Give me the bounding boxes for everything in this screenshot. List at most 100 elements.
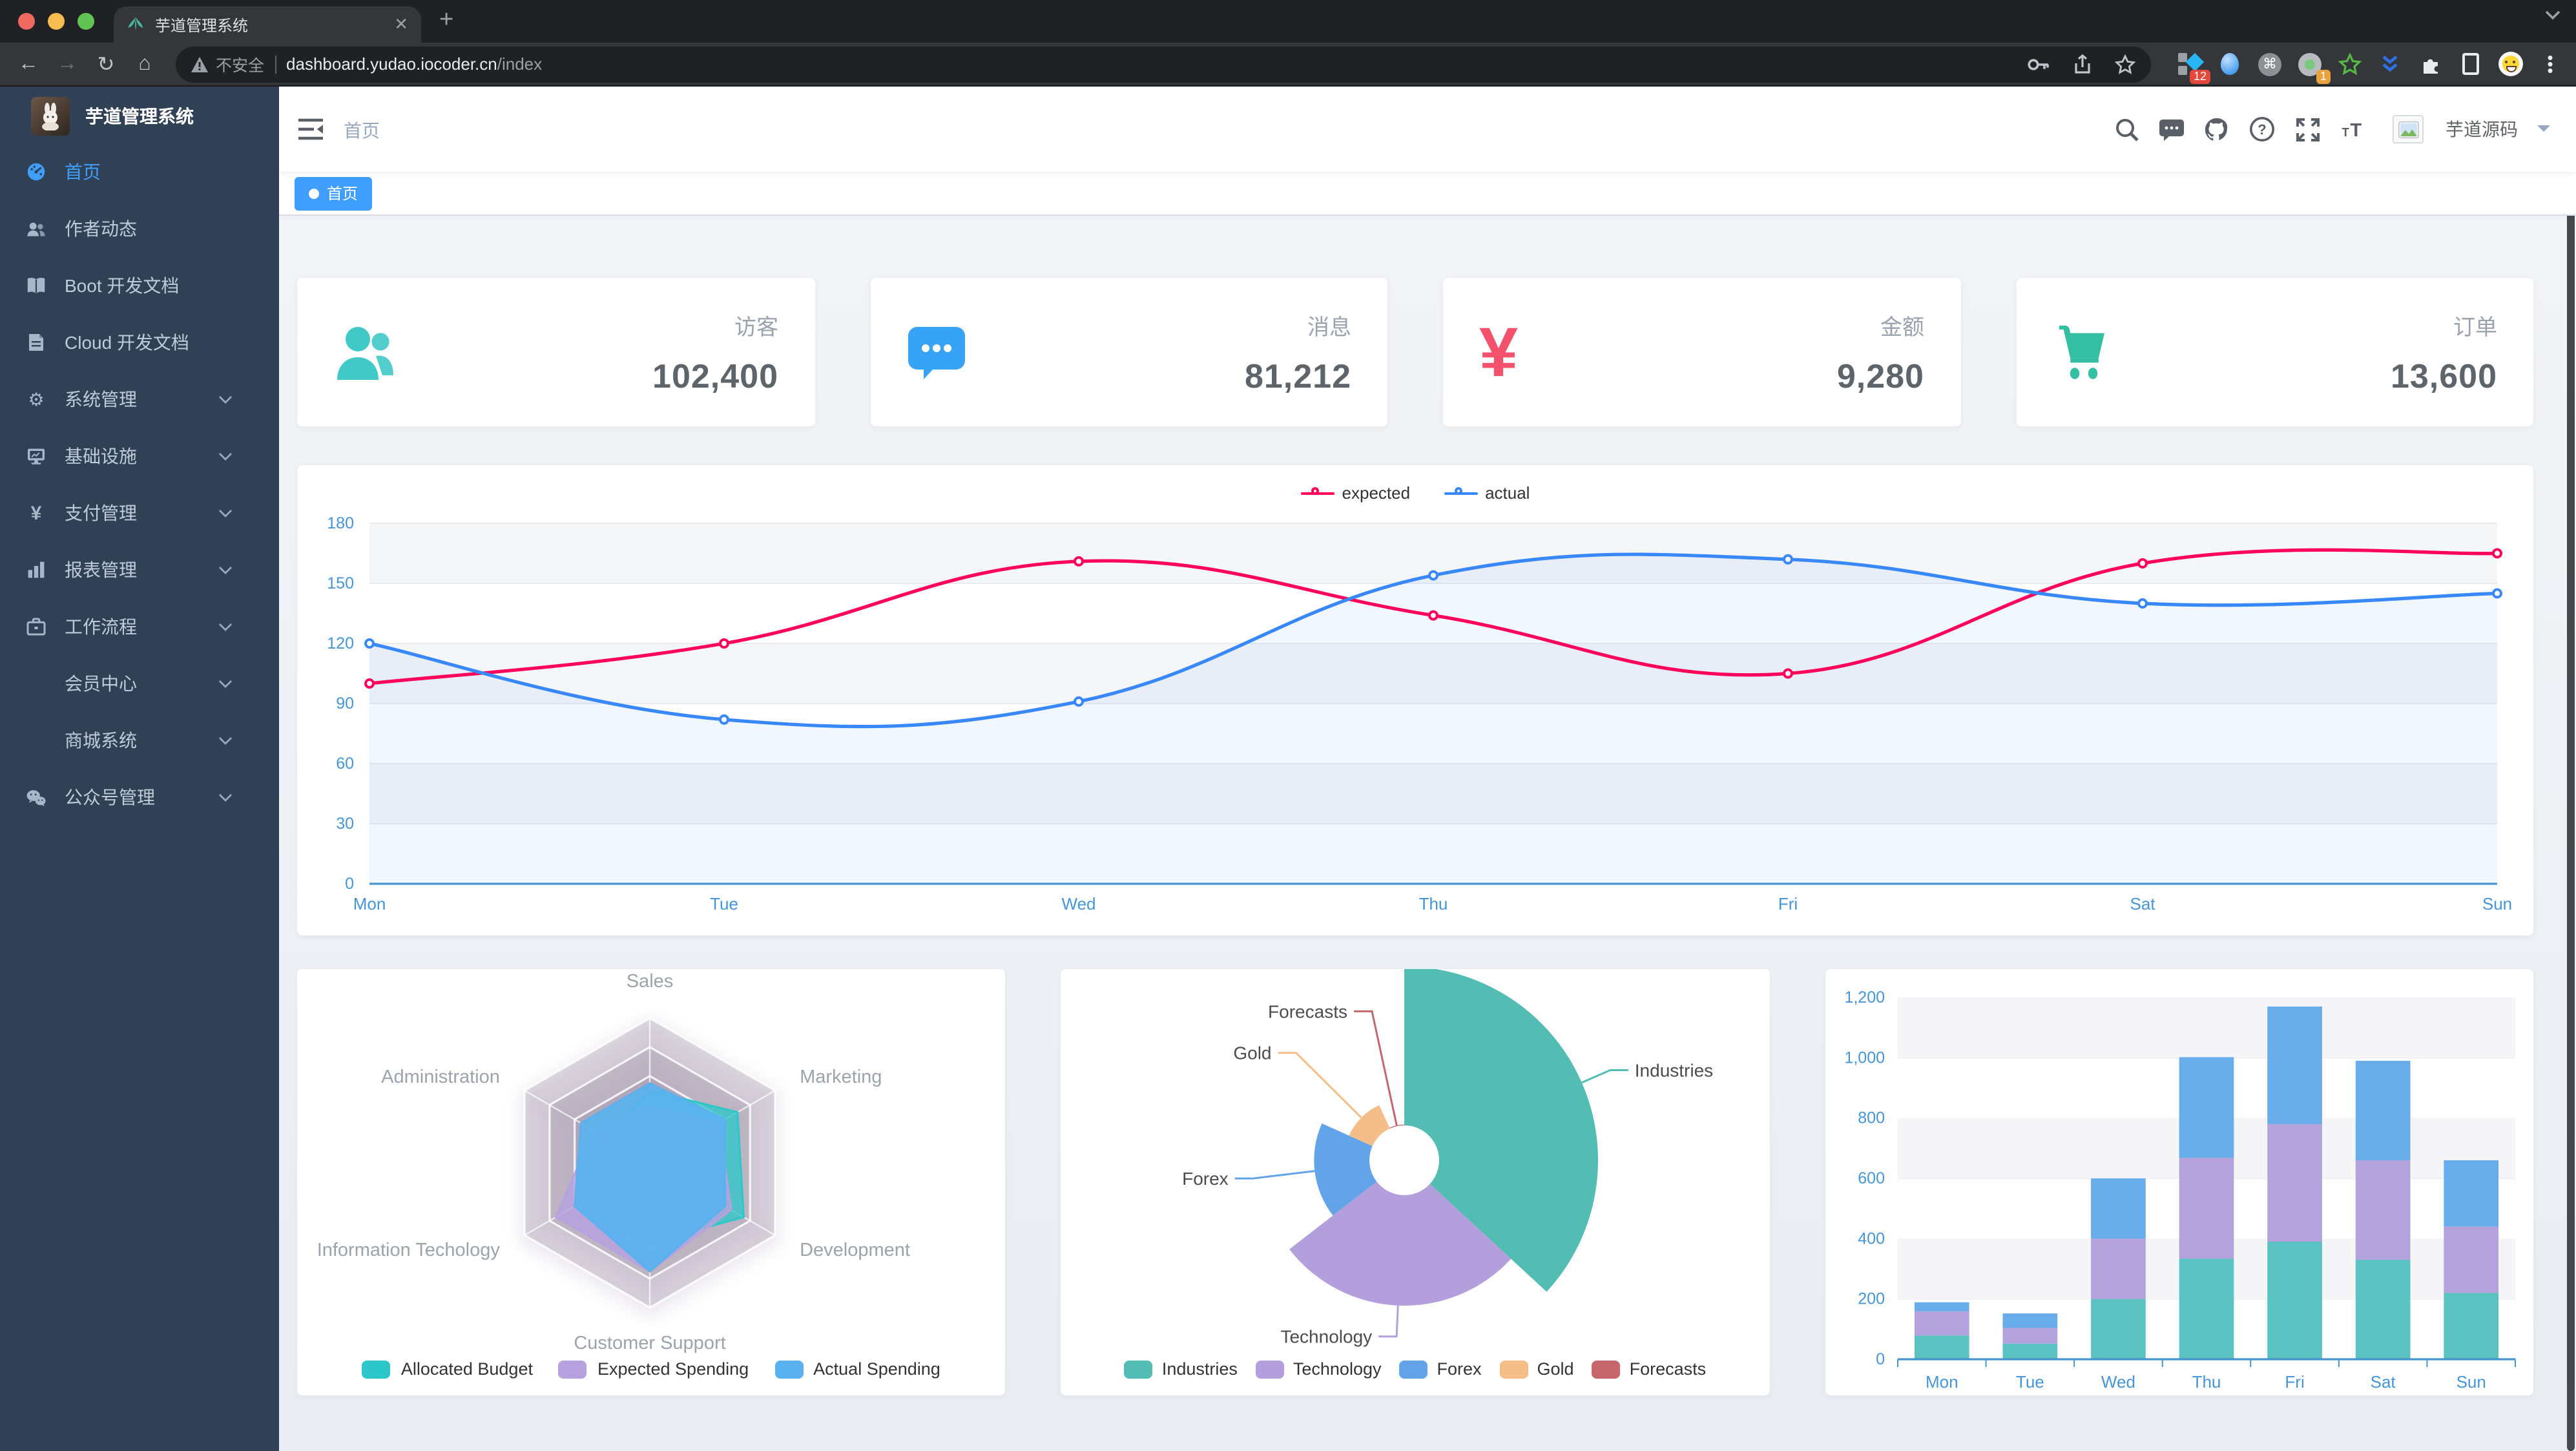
bar-chart-icon: [26, 559, 47, 580]
sidebar-item-boot-docs[interactable]: Boot 开发文档: [0, 257, 279, 314]
username[interactable]: 芋道源码: [2446, 119, 2518, 140]
browser-menu-kebab-icon[interactable]: • • •: [2547, 48, 2553, 80]
tag-home[interactable]: 首页: [295, 176, 373, 210]
ext-command-icon[interactable]: ⌘: [2257, 51, 2283, 77]
extensions-row: 12 ⌘ 1 • • •: [2177, 48, 2563, 83]
tab-search-chevron-icon[interactable]: [2545, 10, 2560, 21]
legend-item[interactable]: actual: [1444, 483, 1530, 503]
no-icon: [26, 673, 47, 694]
github-icon[interactable]: [2204, 116, 2230, 142]
sidebar-item-author-news[interactable]: 作者动态: [0, 200, 279, 257]
help-icon[interactable]: ?: [2249, 116, 2275, 142]
ext-puzzle-icon[interactable]: [2417, 51, 2443, 77]
bookmark-star-icon[interactable]: [2115, 54, 2135, 74]
share-icon[interactable]: [2073, 54, 2092, 74]
legend-item[interactable]: Industries: [1124, 1359, 1238, 1379]
legend-item[interactable]: Technology: [1255, 1359, 1382, 1379]
stat-card-visitors[interactable]: 访客 102,400: [297, 278, 815, 426]
svg-text:Technology: Technology: [1281, 1327, 1373, 1347]
sidebar-item-member-center[interactable]: 会员中心: [0, 655, 279, 712]
reload-button[interactable]: ↻: [97, 54, 115, 76]
profile-avatar[interactable]: [2497, 51, 2523, 77]
legend-item[interactable]: expected: [1300, 483, 1410, 503]
fullscreen-icon[interactable]: [2294, 116, 2320, 142]
sidebar-toggle-icon[interactable]: [297, 116, 324, 142]
ext-tag-manager-icon[interactable]: 12: [2177, 51, 2210, 83]
new-tab-button[interactable]: +: [439, 6, 454, 34]
sidebar-item-workflow[interactable]: 工作流程: [0, 598, 279, 655]
breadcrumb[interactable]: 首页: [344, 120, 380, 141]
dashboard-icon: [26, 162, 47, 182]
search-icon[interactable]: [2114, 116, 2139, 142]
chevron-down-icon: [218, 509, 233, 518]
money-yen-icon: ¥: [1479, 313, 1519, 391]
sidebar-item-label: 支付管理: [65, 503, 137, 523]
ext-recorder-icon[interactable]: 1: [2297, 51, 2331, 83]
stat-card-amount[interactable]: ¥ 金额 9,280: [1443, 278, 1960, 426]
password-key-icon[interactable]: [2027, 56, 2050, 72]
line-chart-legend[interactable]: expected actual: [297, 483, 2533, 503]
user-avatar[interactable]: [2393, 115, 2424, 143]
window-controls[interactable]: [18, 13, 94, 30]
svg-text:30: 30: [336, 815, 354, 833]
sidebar-item-infra[interactable]: 基础设施: [0, 428, 279, 485]
browser-toolbar: ← → ↻ ⌂ 不安全 dashboard.yudao.iocoder.cn/i…: [0, 43, 2576, 87]
svg-text:0: 0: [1875, 1350, 1884, 1368]
legend-item[interactable]: Allocated Budget: [362, 1359, 533, 1379]
pie-legend[interactable]: Industries Technology Forex Gold Forecasts: [1061, 1359, 1770, 1379]
user-caret-down-icon[interactable]: [2537, 125, 2550, 133]
sidebar-item-home[interactable]: 首页: [0, 143, 279, 200]
sidebar-item-payment[interactable]: ¥ 支付管理: [0, 485, 279, 541]
forward-button[interactable]: →: [57, 52, 78, 74]
ext-chevrons-icon[interactable]: [2377, 51, 2403, 77]
sidebar-logo[interactable]: 芋道管理系统: [0, 87, 279, 138]
legend-item[interactable]: Expected Spending: [558, 1359, 749, 1379]
home-button[interactable]: ⌂: [138, 52, 151, 74]
zoom-window-button[interactable]: [78, 13, 94, 30]
svg-text:180: 180: [327, 514, 354, 532]
close-window-button[interactable]: [18, 13, 35, 30]
message-icon[interactable]: [2159, 116, 2185, 142]
monitor-icon: [26, 446, 47, 466]
ext-balloon-icon[interactable]: [2217, 51, 2243, 77]
legend-item[interactable]: Forecasts: [1592, 1359, 1706, 1379]
security-warning[interactable]: 不安全: [191, 52, 264, 76]
legend-item[interactable]: Gold: [1499, 1359, 1574, 1379]
sidebar-item-wechat-official[interactable]: 公众号管理: [0, 769, 279, 826]
ext-badge: 12: [2189, 69, 2210, 83]
radar-legend[interactable]: Allocated Budget Expected Spending Actual …: [297, 1359, 1006, 1379]
line-chart: 0 30 60 90 120 150 180 Mon Tue Wed Thu Fri Sat Sun: [327, 514, 2512, 913]
radar-chart-card: Sales Administration Information Techology…: [297, 969, 1006, 1395]
sidebar-item-system[interactable]: ⚙ 系统管理: [0, 371, 279, 428]
legend-item[interactable]: Forex: [1399, 1359, 1482, 1379]
svg-text:Customer Support: Customer Support: [574, 1333, 725, 1353]
ext-window-icon[interactable]: [2457, 51, 2483, 77]
back-button[interactable]: ←: [18, 52, 39, 74]
minimize-window-button[interactable]: [48, 13, 65, 30]
svg-text:?: ?: [2258, 121, 2266, 138]
address-bar[interactable]: 不安全 dashboard.yudao.iocoder.cn/index: [176, 46, 2151, 82]
sidebar-item-reports[interactable]: 报表管理: [0, 541, 279, 598]
sidebar-item-cloud-docs[interactable]: Cloud 开发文档: [0, 314, 279, 371]
svg-text:Sales: Sales: [627, 971, 674, 992]
legend-item[interactable]: Actual Spending: [774, 1359, 940, 1379]
svg-text:Mon: Mon: [1925, 1372, 1958, 1392]
page-scrollbar[interactable]: [2567, 87, 2575, 1451]
stat-card-messages[interactable]: 消息 81,212: [870, 278, 1387, 426]
sidebar-item-label: 会员中心: [65, 673, 137, 694]
app-title: 芋道管理系统: [85, 105, 194, 126]
favicon-leaf-icon: [128, 17, 143, 30]
stat-card-orders[interactable]: 订单 13,600: [2016, 278, 2533, 426]
svg-text:Tue: Tue: [2015, 1372, 2044, 1392]
sidebar-item-mall-system[interactable]: 商城系统: [0, 712, 279, 769]
url-text: dashboard.yudao.iocoder.cn/index: [286, 54, 543, 74]
tab-close-icon[interactable]: ✕: [394, 14, 408, 34]
ext-star-icon[interactable]: [2337, 51, 2363, 77]
svg-text:Marketing: Marketing: [800, 1067, 882, 1087]
svg-text:T: T: [2342, 126, 2349, 139]
browser-tab[interactable]: 芋道管理系统 ✕: [114, 6, 421, 43]
dashboard-content: 访客 102,400 消息 81,212 ¥: [279, 216, 2576, 1451]
svg-text:T: T: [2350, 120, 2362, 141]
